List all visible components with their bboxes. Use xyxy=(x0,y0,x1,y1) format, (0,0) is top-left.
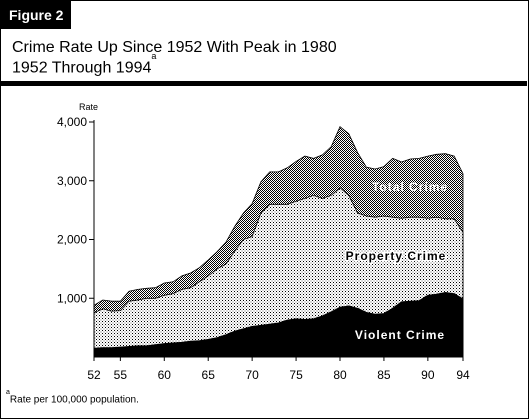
x-tick-label: 60 xyxy=(158,368,172,382)
x-tick-label: 80 xyxy=(333,368,347,382)
y-tick-label: 4,000 xyxy=(57,115,87,129)
header-rule xyxy=(1,81,527,86)
total-crime-label: Total Crime xyxy=(372,180,448,194)
x-tick-label: 94 xyxy=(456,368,470,382)
y-tick-label: 1,000 xyxy=(57,291,87,305)
x-tick-label: 85 xyxy=(377,368,391,382)
y-tick-label: 3,000 xyxy=(57,174,87,188)
x-tick-label: 75 xyxy=(289,368,303,382)
chart-title: Crime Rate Up Since 1952 With Peak in 19… xyxy=(12,39,337,56)
y-tick-label: 2,000 xyxy=(57,233,87,247)
violent-crime-area xyxy=(93,291,464,358)
footnote-text: Rate per 100,000 population. xyxy=(9,394,139,406)
figure-label: Figure 2 xyxy=(1,1,71,29)
subtitle-footnote-marker: a xyxy=(151,51,157,61)
footnote: aRate per 100,000 population. xyxy=(6,389,139,406)
chart-subtitle-text: 1952 Through 1994 xyxy=(12,59,152,77)
x-tick-label: 55 xyxy=(114,368,128,382)
x-tick-label: 65 xyxy=(202,368,216,382)
footnote-marker: a xyxy=(6,389,10,396)
y-axis-label: Rate xyxy=(79,102,98,112)
property-crime-label: Property Crime xyxy=(346,249,447,263)
x-tick-label: 70 xyxy=(245,368,259,382)
x-tick-label: 90 xyxy=(421,368,435,382)
x-tick-label: 52 xyxy=(87,368,101,382)
chart-subtitle: 1952 Through 1994a xyxy=(12,51,156,77)
property-crime-label-halo: Property Crime xyxy=(346,249,447,263)
violent-crime-label: Violent Crime xyxy=(355,328,445,342)
